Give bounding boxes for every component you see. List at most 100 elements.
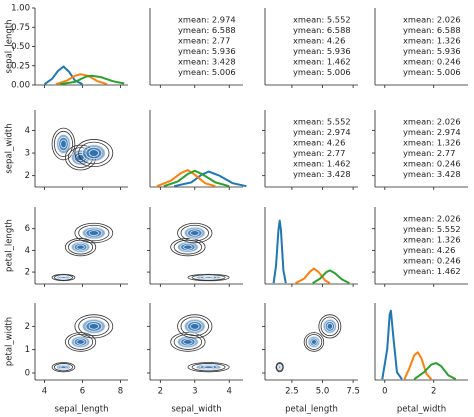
x-axis-label: petal_length: [285, 405, 338, 415]
y-tick-label: 0.50: [11, 42, 30, 52]
y-axis-label: petal_width: [5, 317, 15, 366]
contour: [177, 314, 213, 339]
y-tick-label: 6: [25, 224, 30, 234]
contour: [170, 238, 206, 257]
contour: [64, 332, 97, 352]
mean-annotation: ymean: 5.936: [403, 46, 461, 56]
density-line: [403, 351, 433, 380]
contour: [190, 323, 200, 330]
y-tick-label: 3: [25, 149, 30, 159]
contour: [177, 222, 213, 244]
density-line: [43, 65, 83, 86]
mean-annotation: ymean: 6.588: [403, 25, 461, 35]
y-tick-label: 2: [25, 322, 30, 332]
contour: [326, 323, 334, 330]
mean-annotation: xmean: 2.974: [178, 15, 236, 25]
mean-annotation: ymean: 5.006: [403, 67, 461, 77]
density-line: [59, 74, 125, 86]
mean-annotation: ymean: 3.428: [293, 169, 351, 179]
mean-annotation: ymean: 5.552: [403, 224, 461, 234]
x-tick-label: 6: [80, 387, 85, 397]
x-tick-label: 8: [118, 387, 123, 397]
mean-annotation: ymean: 2.77: [403, 148, 455, 158]
kde-contours: [170, 314, 230, 373]
y-tick-label: 0: [25, 369, 30, 379]
contour: [187, 273, 230, 282]
y-tick-label: 2: [25, 268, 30, 278]
contour: [60, 139, 67, 149]
contour: [180, 224, 209, 242]
contour: [53, 130, 73, 158]
y-axis-label: sepal_width: [5, 123, 15, 173]
contour: [187, 362, 230, 373]
mean-annotation: ymean: 2.77: [293, 148, 345, 158]
mean-annotation: ymean: 5.936: [293, 46, 351, 56]
mean-annotation: ymean: 6.588: [293, 25, 351, 35]
mean-annotation: xmean: 2.026: [403, 15, 461, 25]
mean-annotation: xmean: 0.246: [403, 57, 461, 67]
density-line: [413, 362, 457, 381]
contour: [78, 141, 110, 165]
kde-contours: [275, 314, 342, 373]
contour: [305, 334, 323, 350]
contour: [88, 149, 99, 157]
contour: [191, 363, 226, 372]
contour: [51, 127, 76, 161]
x-tick-label: 7.5: [346, 387, 360, 397]
x-axis-label: petal_width: [397, 405, 446, 415]
mean-annotation: ymean: 5.006: [178, 67, 236, 77]
contour: [60, 276, 67, 279]
mean-annotation: xmean: 4.26: [293, 138, 345, 148]
x-tick-label: 5.0: [316, 387, 330, 397]
contour: [191, 274, 226, 281]
mean-annotation: xmean: 2.77: [178, 36, 230, 46]
density-line: [163, 169, 230, 188]
contour: [278, 365, 282, 369]
contour: [276, 363, 284, 372]
contour: [202, 276, 215, 279]
y-tick-label: 1: [25, 345, 30, 355]
contour: [311, 339, 317, 345]
y-tick-label: 4: [25, 246, 30, 256]
contour: [53, 274, 73, 281]
x-tick-label: 2: [431, 387, 436, 397]
mean-annotation: xmean: 3.428: [178, 57, 236, 67]
mean-annotation: ymean: 6.588: [178, 25, 236, 35]
mean-annotation: xmean: 5.552: [293, 117, 351, 127]
kde-contours: [51, 222, 114, 282]
mean-annotation: xmean: 1.326: [403, 36, 461, 46]
density-line: [272, 219, 287, 284]
density-line: [156, 169, 216, 188]
contour: [202, 365, 215, 369]
contour: [183, 244, 193, 250]
kde-contours: [51, 314, 114, 373]
y-tick-label: 0.75: [11, 23, 30, 33]
mean-annotation: xmean: 1.462: [293, 57, 351, 67]
mean-annotation: ymean: 5.936: [178, 46, 236, 56]
y-tick-label: 2: [25, 171, 30, 181]
contour: [60, 365, 67, 369]
y-tick-label: 1.00: [11, 4, 30, 14]
contour: [190, 230, 200, 236]
x-tick-label: 0: [382, 387, 387, 397]
mean-annotation: xmean: 5.552: [293, 15, 351, 25]
x-tick-label: 2.5: [285, 387, 299, 397]
mean-annotation: xmean: 1.462: [293, 159, 351, 169]
x-tick-label: 4: [42, 387, 47, 397]
contour: [303, 332, 325, 352]
contour: [64, 238, 97, 257]
density-line: [312, 269, 350, 284]
density-line: [295, 267, 331, 284]
mean-annotation: xmean: 0.246: [403, 159, 461, 169]
mean-annotation: xmean: 0.246: [403, 256, 461, 266]
contour: [76, 244, 85, 250]
y-tick-label: 0.00: [11, 81, 30, 91]
kde-contours: [51, 127, 114, 171]
contour: [88, 323, 99, 330]
contour: [170, 332, 206, 352]
contour: [318, 314, 342, 339]
contour: [78, 224, 110, 242]
contour: [275, 362, 284, 373]
contour: [78, 316, 110, 337]
